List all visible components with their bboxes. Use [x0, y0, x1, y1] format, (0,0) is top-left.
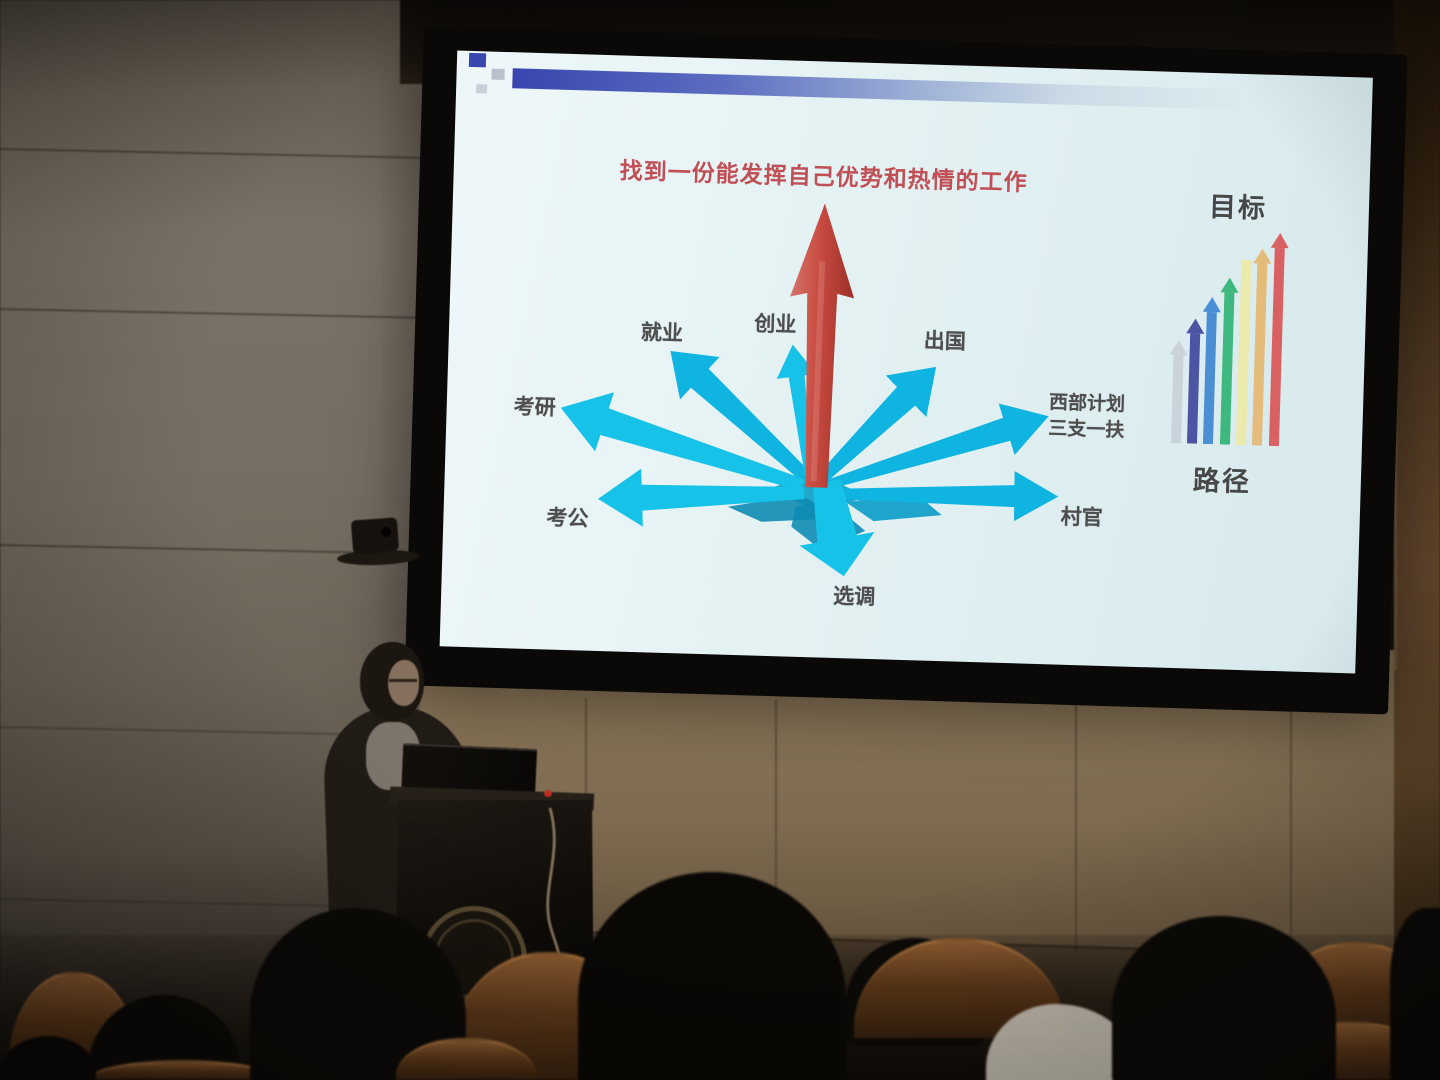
slide: 找到一份能发挥自己优势和热情的工作 就业 创业 出国 考研 考公 选调 村官 西… [439, 50, 1373, 674]
career-paths-arrow-diagram [560, 203, 1289, 577]
podium-indicator-light [544, 790, 552, 797]
audience-head [1390, 908, 1440, 1080]
wall-seam [775, 700, 777, 940]
presenter-face [388, 660, 419, 706]
presenter-glasses [389, 679, 417, 682]
audience-head [578, 872, 846, 1080]
audience-head [1112, 916, 1336, 1080]
projection-screen: 找到一份能发挥自己优势和热情的工作 就业 创业 出国 考研 考公 选调 村官 西… [404, 25, 1408, 715]
chair-back [88, 1060, 278, 1080]
wall-seam [1075, 702, 1077, 952]
camera-lens [381, 527, 391, 537]
wall-seam [1290, 704, 1292, 959]
